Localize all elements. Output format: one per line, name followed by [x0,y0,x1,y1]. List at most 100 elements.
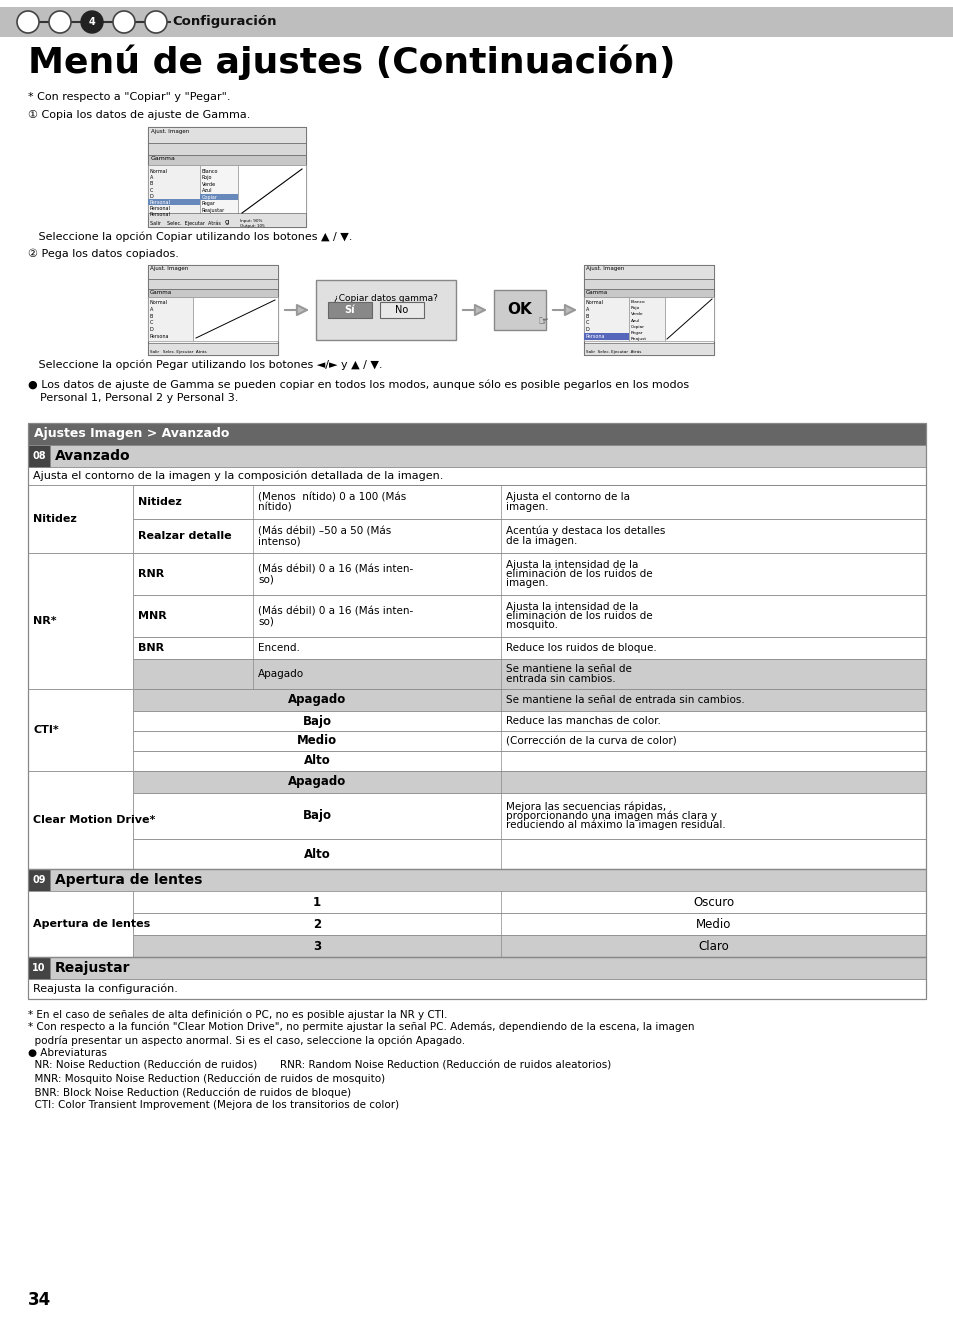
Bar [28,935,925,957]
Text: Reajusta la configuración.: Reajusta la configuración. [33,984,177,995]
Bar [148,213,306,228]
Circle shape [81,11,103,33]
Text: Reduce los ruidos de bloque.: Reduce los ruidos de bloque. [505,643,656,653]
Text: Apagado: Apagado [257,670,304,679]
Text: Reajust: Reajust [630,337,646,341]
Bar [28,637,925,659]
Text: CTI: Color Transient Improvement (Mejora de los transitorios de color): CTI: Color Transient Improvement (Mejora… [28,1101,398,1110]
Bar [28,467,925,485]
Bar [28,485,925,520]
Text: RNR: RNR [138,569,164,578]
Text: No: No [395,305,408,315]
Text: Normal: Normal [150,169,168,174]
Text: Rojo: Rojo [630,307,639,311]
Bar [28,731,925,751]
Bar [148,127,306,143]
Bar [148,297,193,341]
Text: Normal: Normal [585,300,603,305]
Bar [583,279,713,289]
Bar [28,979,925,999]
Text: A: A [150,307,153,312]
Text: Se mantiene la señal de entrada sin cambios.: Se mantiene la señal de entrada sin camb… [505,695,744,706]
Text: proporcionando una imagen más clara y: proporcionando una imagen más clara y [505,810,717,821]
Text: imagen.: imagen. [505,578,548,588]
Bar [148,165,200,217]
Text: 4: 4 [89,17,95,27]
Text: ① Copia los datos de ajuste de Gamma.: ① Copia los datos de ajuste de Gamma. [28,110,250,121]
Text: Clear Motion Drive*: Clear Motion Drive* [33,815,155,825]
Text: Salir    Selec.  Ejecutar  Atrás: Salir Selec. Ejecutar Atrás [150,221,221,226]
Text: Bajo: Bajo [302,715,331,727]
Bar [28,771,132,869]
Text: NR: Noise Reduction (Reducción de ruidos)       RNR: Random Noise Reduction (Red: NR: Noise Reduction (Reducción de ruidos… [28,1060,611,1071]
Text: so): so) [257,574,274,584]
Bar [28,423,925,869]
Bar [148,265,277,355]
Text: 09: 09 [32,874,46,885]
Text: g: g [225,220,229,225]
Text: Encend.: Encend. [257,643,299,653]
Text: Seleccione la opción Pegar utilizando los botones ◄/► y ▲ / ▼.: Seleccione la opción Pegar utilizando lo… [28,359,382,370]
Text: Rojo: Rojo [202,175,213,181]
Text: Claro: Claro [698,940,728,952]
Text: so): so) [257,616,274,627]
Text: Alto: Alto [303,754,330,767]
Text: Persona: Persona [585,333,605,339]
Text: Apagado: Apagado [288,694,346,707]
Bar [28,445,925,467]
Bar [148,155,306,165]
Text: Ajustes Imagen > Avanzado: Ajustes Imagen > Avanzado [34,427,229,441]
Text: Avanzado: Avanzado [55,449,131,463]
Bar [28,711,925,731]
Bar [583,289,713,297]
Text: Gamma: Gamma [585,291,608,295]
Bar [664,297,713,341]
Text: BNR: BNR [138,643,164,653]
Text: 3: 3 [313,940,321,952]
Bar [148,143,306,155]
Bar [200,165,237,217]
Text: Ajusta el contorno de la imagen y la composición detallada de la imagen.: Ajusta el contorno de la imagen y la com… [33,471,443,481]
Text: intenso): intenso) [257,536,300,546]
Text: NR*: NR* [33,616,56,627]
Text: Normal: Normal [150,300,168,305]
Text: Input: 90%
Output: 105: Input: 90% Output: 105 [240,220,265,228]
Text: (Menos  nítido) 0 a 100 (Más: (Menos nítido) 0 a 100 (Más [257,491,406,502]
Text: Gamma: Gamma [150,291,172,295]
Text: Se mantiene la señal de: Se mantiene la señal de [505,664,631,674]
Text: mosquito.: mosquito. [505,620,558,631]
Text: reduciendo al máximo la imagen residual.: reduciendo al máximo la imagen residual. [505,819,725,830]
Text: entrada sin cambios.: entrada sin cambios. [505,674,615,684]
Bar [28,423,925,445]
Bar [28,793,925,840]
Bar [28,659,925,690]
Text: Nitidez: Nitidez [33,514,76,524]
Text: Nitidez: Nitidez [138,497,182,507]
Text: B: B [585,313,589,319]
Text: imagen.: imagen. [505,502,548,511]
Text: D: D [585,327,589,332]
Bar [583,265,713,355]
Text: Ajusta la intensidad de la: Ajusta la intensidad de la [505,560,638,570]
Text: Oscuro: Oscuro [692,896,733,908]
Bar [583,333,628,340]
Text: A: A [585,307,589,312]
Text: de la imagen.: de la imagen. [505,536,577,546]
Text: Reajustar: Reajustar [55,961,131,975]
Text: 10: 10 [32,963,46,973]
Bar [28,690,925,711]
Bar [28,957,50,979]
Bar [28,957,925,999]
Text: Realzar detalle: Realzar detalle [138,532,232,541]
Text: MNR: Mosquito Noise Reduction (Reducción de ruidos de mosquito): MNR: Mosquito Noise Reduction (Reducción… [28,1074,385,1085]
Bar [583,297,628,341]
Text: Apagado: Apagado [288,775,346,789]
Text: (Más débil) –50 a 50 (Más: (Más débil) –50 a 50 (Más [257,526,391,536]
Text: Personal: Personal [150,213,171,217]
Bar [28,553,925,595]
Text: MNR: MNR [138,611,167,621]
Text: Alto: Alto [303,848,330,861]
Bar [28,890,925,913]
Text: Ajust. Imagen: Ajust. Imagen [151,129,189,134]
Bar [148,343,277,355]
